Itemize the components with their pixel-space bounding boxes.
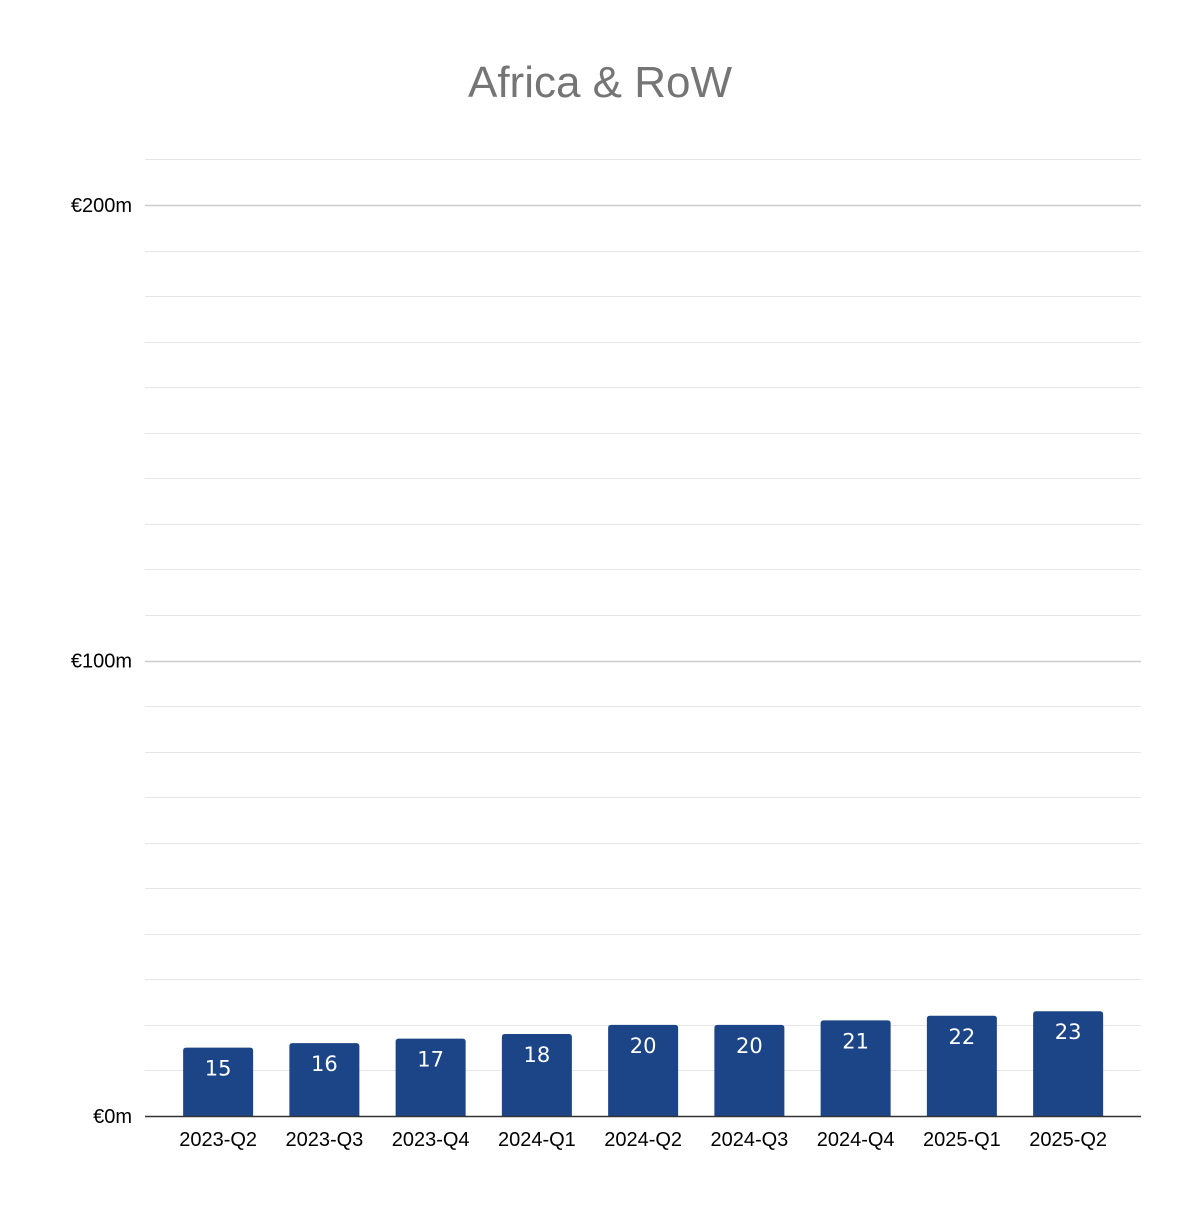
bar-data-label: 20 (630, 1034, 657, 1058)
y-tick-label: €0m (93, 1106, 132, 1128)
bar-data-labels: 15 16 17 18 20 20 21 22 23 (205, 1020, 1082, 1080)
x-tick-label: 2025-Q1 (923, 1129, 1001, 1151)
bars (183, 1011, 1104, 1116)
bar-data-label: 17 (417, 1048, 444, 1072)
x-tick-label: 2023-Q3 (285, 1129, 363, 1151)
bar-data-label: 18 (524, 1043, 551, 1067)
x-tick-label: 2024-Q4 (817, 1129, 895, 1151)
bar-2024-Q2 (608, 1024, 679, 1116)
bar-data-label: 16 (311, 1052, 338, 1076)
bar-2023-Q2 (183, 1047, 254, 1116)
bar-2024-Q4 (820, 1020, 891, 1116)
x-tick-label: 2024-Q1 (498, 1129, 576, 1151)
gridlines (145, 159, 1141, 1071)
x-tick-label: 2025-Q2 (1029, 1129, 1107, 1151)
y-tick-label: €200m (71, 195, 132, 217)
bar-data-label: 21 (842, 1029, 869, 1053)
bar-data-label: 20 (736, 1034, 763, 1058)
bar-2023-Q4 (395, 1038, 466, 1116)
bar-2025-Q2 (1033, 1011, 1104, 1116)
bar-data-label: 23 (1055, 1020, 1082, 1044)
x-tick-label: 2023-Q4 (392, 1129, 470, 1151)
bar-data-label: 15 (205, 1057, 232, 1081)
x-axis-tick-labels: 2023-Q2 2023-Q3 2023-Q4 2024-Q1 2024-Q2 2024-… (179, 1129, 1107, 1151)
bar-2025-Q1 (926, 1015, 997, 1116)
bar-data-label: 22 (949, 1025, 976, 1049)
x-tick-label: 2024-Q2 (604, 1129, 682, 1151)
bar-2024-Q3 (714, 1024, 785, 1116)
x-tick-label: 2024-Q3 (710, 1129, 788, 1151)
y-tick-label: €100m (71, 651, 132, 673)
bar-2024-Q1 (501, 1034, 572, 1116)
y-axis-tick-labels: €0m €100m €200m (71, 195, 132, 1128)
bar-2023-Q3 (289, 1043, 360, 1116)
x-tick-label: 2023-Q2 (179, 1129, 257, 1151)
chart-title: Africa & RoW (468, 58, 733, 107)
